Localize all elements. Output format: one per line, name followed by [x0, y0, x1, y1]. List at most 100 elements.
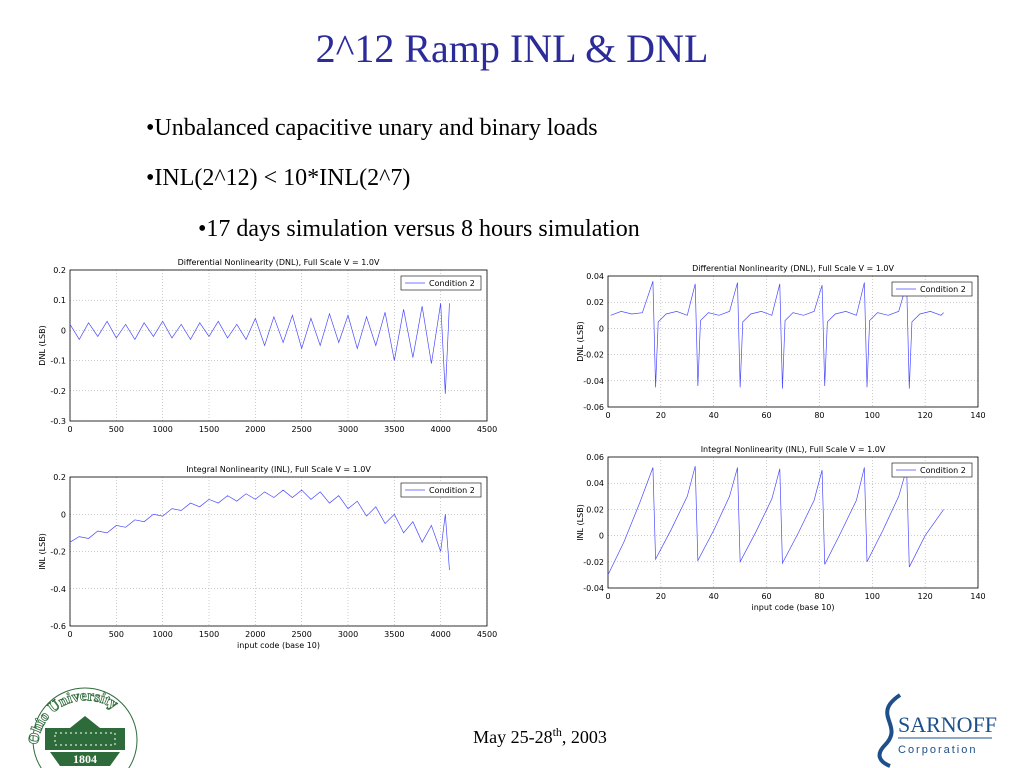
chart: -0.3 -0.2 -0.1 0 0.1 0.2 0 500 1000 1500 2000 2500 3… — [38, 258, 497, 434]
charts: -0.3-0.2-0.100.10.20 500 1000 1500 2000 2500 3… — [38, 258, 986, 650]
building-roof — [70, 716, 100, 728]
y-tick-label: -0.2 — [50, 548, 66, 557]
x-tick-label: 1000 — [152, 630, 172, 639]
sarnoff-name: SARNOFF — [898, 712, 997, 737]
y-tick-label: 0.06 — [586, 453, 604, 462]
x-tick-label: 140 — [970, 411, 985, 420]
x-tick-label: 1000 — [152, 425, 172, 434]
y-tick-label: 0.04 — [586, 272, 604, 281]
y-axis-label: DNL (LSB) — [576, 321, 585, 361]
x-tick-label: 2500 — [291, 425, 311, 434]
y-tick-label: 0.2 — [53, 266, 66, 275]
x-tick-label: 3500 — [384, 425, 404, 434]
y-tick-label: 0.02 — [586, 505, 604, 514]
chart-title: Differential Nonlinearity (DNL), Full Sc… — [178, 258, 380, 267]
chart: -0.04 -0.02 0 0.02 0.04 0.06 0 20 40 60 80 100 120 14… — [576, 445, 986, 612]
bullet: •Unbalanced capacitive unary and binary … — [146, 115, 598, 141]
x-tick-label: 20 — [656, 411, 666, 420]
x-tick-label: 100 — [865, 411, 880, 420]
y-tick-label: -0.6 — [50, 622, 66, 631]
sarnoff-logo: SARNOFF Corporation — [877, 693, 997, 768]
plot-frame — [607, 275, 979, 408]
x-axis-label: input code (base 10) — [752, 603, 835, 612]
footer-date: May 25-28th, 2003 — [473, 725, 607, 747]
x-tick-label: 3000 — [338, 425, 358, 434]
y-tick-label: -0.3 — [50, 417, 66, 426]
y-tick-label: -0.04 — [583, 584, 604, 593]
x-axis-label: input code (base 10) — [237, 641, 320, 650]
x-tick-label: 1500 — [199, 425, 219, 434]
x-tick-label: 2500 — [291, 630, 311, 639]
logo-ring — [32, 687, 138, 768]
y-tick-label: -0.06 — [583, 403, 604, 412]
sarnoff-mark — [877, 693, 902, 768]
x-tick-label: 500 — [109, 425, 124, 434]
x-tick-label: 60 — [761, 592, 771, 601]
x-tick-label: 140 — [970, 592, 985, 601]
y-tick-label: 0 — [61, 326, 66, 335]
windows — [54, 732, 116, 746]
legend-label: Condition 2 — [429, 486, 475, 495]
y-tick-label: 0.1 — [53, 296, 66, 305]
x-tick-label: 0 — [605, 411, 610, 420]
y-tick-label: 0.02 — [586, 298, 604, 307]
banner — [50, 752, 120, 766]
sarnoff-sub: Corporation — [898, 744, 977, 756]
x-tick-label: 20 — [656, 592, 666, 601]
y-axis-label: INL (LSB) — [38, 533, 47, 570]
x-tick-label: 4500 — [477, 425, 497, 434]
y-tick-label: 0 — [599, 324, 604, 333]
y-tick-label: -0.4 — [50, 585, 66, 594]
x-tick-label: 3000 — [338, 630, 358, 639]
y-tick-label: -0.2 — [50, 387, 66, 396]
x-tick-label: 500 — [109, 630, 124, 639]
plot-area — [608, 457, 978, 588]
bullet: •17 days simulation versus 8 hours simul… — [198, 216, 640, 242]
x-tick-label: 40 — [709, 411, 719, 420]
legend-box — [891, 281, 973, 297]
chart: -0.6 -0.4 -0.2 0 0.2 0 500 1000 1500 2000 2500 3000… — [38, 465, 497, 650]
x-tick-label: 0 — [605, 592, 610, 601]
y-tick-label: -0.02 — [583, 351, 604, 360]
y-tick-label: 0 — [61, 510, 66, 519]
x-tick-label: 2000 — [245, 630, 265, 639]
bullet: •INL(2^12) < 10*INL(2^7) — [146, 165, 410, 191]
plot-frame — [69, 476, 488, 627]
legend-box — [400, 275, 482, 291]
x-tick-label: 120 — [918, 592, 933, 601]
legend-label: Condition 2 — [429, 279, 475, 288]
x-tick-label: 60 — [761, 411, 771, 420]
data-line — [610, 281, 944, 389]
legend-box — [891, 462, 973, 478]
x-tick-label: 4000 — [430, 630, 450, 639]
slide-title: 2^12 Ramp INL & DNL — [316, 26, 709, 71]
legend-label: Condition 2 — [920, 285, 966, 294]
x-tick-label: 4500 — [477, 630, 497, 639]
data-line — [69, 303, 450, 394]
date-end: , 2003 — [562, 727, 607, 747]
y-tick-label: -0.04 — [583, 377, 604, 386]
y-tick-label: -0.1 — [50, 357, 66, 366]
x-tick-label: 120 — [918, 411, 933, 420]
date-main: May 25-28 — [473, 727, 553, 747]
plot-frame — [69, 269, 488, 422]
date-sup: th — [553, 725, 562, 739]
data-line — [607, 466, 944, 576]
plot-area — [608, 276, 978, 407]
y-axis-label: INL (LSB) — [576, 504, 585, 541]
ohio-year: 1804 — [73, 752, 97, 766]
chart-title: Integral Nonlinearity (INL), Full Scale … — [701, 445, 886, 454]
y-tick-label: -0.02 — [583, 558, 604, 567]
chart-title: Integral Nonlinearity (INL), Full Scale … — [186, 465, 371, 474]
y-tick-label: 0.2 — [53, 473, 66, 482]
legend-box — [400, 482, 482, 498]
plot-area — [70, 270, 487, 421]
y-tick-label: 0 — [599, 532, 604, 541]
x-tick-label: 3500 — [384, 630, 404, 639]
legend-label: Condition 2 — [920, 466, 966, 475]
chart-title: Differential Nonlinearity (DNL), Full Sc… — [692, 264, 894, 273]
x-tick-label: 0 — [67, 425, 72, 434]
x-tick-label: 80 — [814, 411, 824, 420]
plot-frame — [607, 456, 979, 589]
